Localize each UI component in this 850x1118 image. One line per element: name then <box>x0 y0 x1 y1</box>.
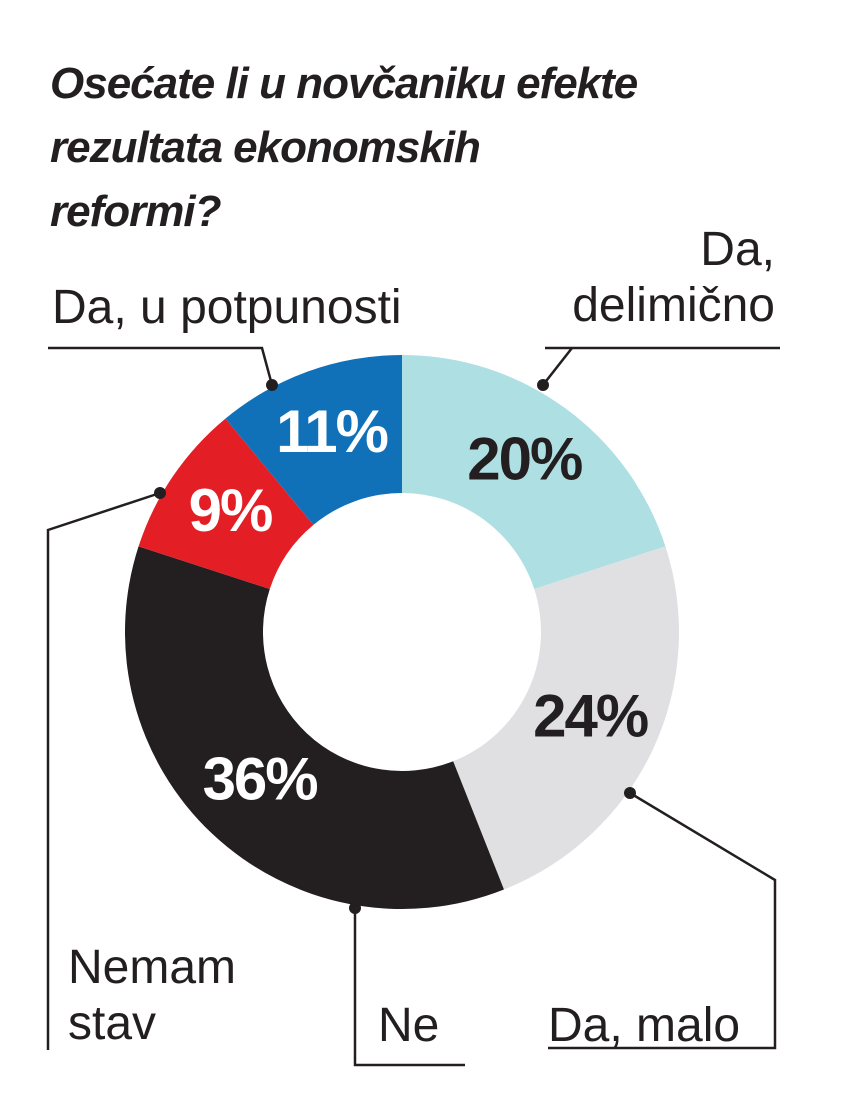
donut-segment <box>453 546 679 890</box>
leader-line <box>48 346 274 386</box>
category-label: Ne <box>378 999 440 1052</box>
category-label: Da, delimično <box>572 223 775 332</box>
leader-dot <box>624 787 636 799</box>
value-label: 9% <box>189 477 272 544</box>
leader-line <box>353 908 465 1067</box>
leader-dot <box>537 379 549 391</box>
leader-dot <box>349 902 361 914</box>
donut-segment <box>138 418 314 590</box>
leader-dot <box>154 487 166 499</box>
donut-segment <box>125 546 504 909</box>
value-label: 24% <box>533 682 648 749</box>
category-label: Da, malo <box>548 999 741 1052</box>
leader-line <box>46 491 161 1050</box>
category-label: Nemam stav <box>68 941 237 1050</box>
value-label: 36% <box>203 745 318 812</box>
value-label: 11% <box>276 398 387 465</box>
leader-line <box>548 791 777 1050</box>
donut-segment <box>225 355 402 525</box>
chart-title: Osećate li u novčaniku efekte rezultata … <box>50 59 638 236</box>
donut-segment <box>402 355 666 590</box>
category-label: Da, u potpunosti <box>52 281 402 334</box>
leader-dot <box>266 379 278 391</box>
leader-line <box>542 347 573 386</box>
value-label: 20% <box>467 426 582 493</box>
